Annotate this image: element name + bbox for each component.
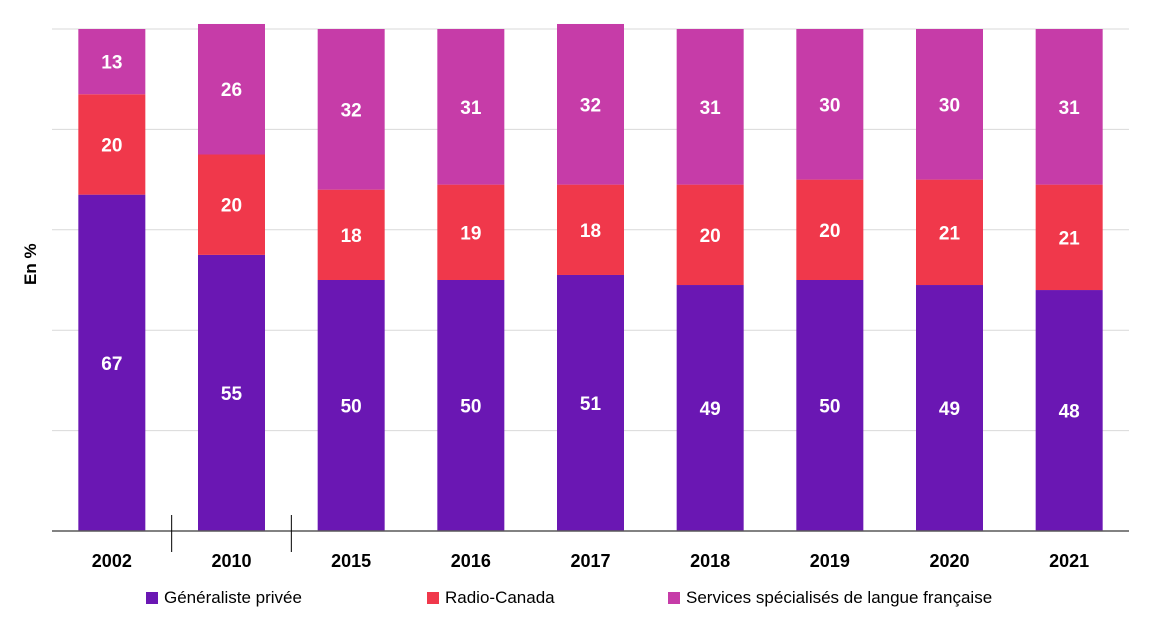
legend-swatch xyxy=(427,592,439,604)
data-label: 51 xyxy=(580,394,602,415)
bars: 67 20 13 55 20 26 50 18 32 50 19 31 51 18 32 49 20 31 50 20… xyxy=(78,23,1103,531)
data-label: 20 xyxy=(221,196,242,217)
bar-segment xyxy=(557,184,624,275)
data-label: 20 xyxy=(819,221,840,242)
bar-segment xyxy=(916,29,983,180)
bar-segment xyxy=(78,29,146,95)
x-tick-label: 2016 xyxy=(451,551,491,571)
data-label: 48 xyxy=(1059,402,1080,423)
bar-segment xyxy=(676,184,744,286)
data-label: 21 xyxy=(1059,228,1081,249)
data-label: 26 xyxy=(221,80,242,101)
bar-segment xyxy=(437,184,505,280)
bar-segment xyxy=(1035,184,1103,291)
x-tick-label: 2020 xyxy=(929,551,969,571)
bar-segment xyxy=(317,29,385,190)
legend-label: Généraliste privée xyxy=(164,588,302,607)
data-label: 31 xyxy=(1059,98,1081,119)
x-axis: 2002 2010 2015 2016 2017 2018 2019 2020 2021 xyxy=(52,515,1129,571)
bar-segment xyxy=(1035,29,1103,185)
legend-item: Généraliste privée xyxy=(146,588,302,608)
data-label: 31 xyxy=(700,98,722,119)
bar-segment xyxy=(557,274,624,531)
bar-segment xyxy=(78,94,146,195)
x-tick-label: 2010 xyxy=(211,551,251,571)
bar-segment xyxy=(317,189,385,280)
data-label: 13 xyxy=(101,53,122,74)
bar-segment xyxy=(676,29,744,185)
x-tick-label: 2019 xyxy=(810,551,850,571)
legend-label: Radio-Canada xyxy=(445,588,555,607)
data-label: 32 xyxy=(580,95,601,116)
data-label: 18 xyxy=(580,221,601,242)
data-label: 49 xyxy=(939,399,960,420)
legend-item: Radio-Canada xyxy=(427,588,555,608)
data-label: 67 xyxy=(101,354,122,375)
data-label: 20 xyxy=(700,226,721,247)
bar-segment xyxy=(78,194,146,531)
x-tick-label: 2002 xyxy=(92,551,132,571)
x-tick-label: 2018 xyxy=(690,551,730,571)
legend-item: Services spécialisés de langue française xyxy=(668,588,992,608)
data-label: 30 xyxy=(819,95,840,116)
data-label: 32 xyxy=(341,100,362,121)
bar-segment xyxy=(916,179,983,286)
bar-segment xyxy=(198,254,265,531)
bar-segment xyxy=(916,285,983,531)
bar-segment xyxy=(437,280,505,531)
y-axis-label: En % xyxy=(21,243,40,285)
data-label: 50 xyxy=(341,397,362,418)
legend-label: Services spécialisés de langue française xyxy=(686,588,993,607)
data-label: 50 xyxy=(819,397,840,418)
data-label: 31 xyxy=(460,98,482,119)
bar-segment xyxy=(796,29,864,180)
bar-segment xyxy=(1035,290,1103,531)
legend-swatch xyxy=(146,592,158,604)
data-label: 18 xyxy=(341,226,362,247)
x-tick-label: 2017 xyxy=(570,551,610,571)
bar-segment xyxy=(796,179,864,280)
data-label: 55 xyxy=(221,384,243,405)
bar-segment xyxy=(317,280,385,531)
bar-segment xyxy=(198,154,265,255)
data-label: 20 xyxy=(101,135,122,156)
data-label: 19 xyxy=(460,223,481,244)
legend-swatch xyxy=(668,592,680,604)
legend: Généraliste privée Radio-Canada Services s… xyxy=(0,588,1149,612)
bar-segment xyxy=(796,280,864,531)
data-label: 21 xyxy=(939,223,961,244)
data-label: 49 xyxy=(700,399,721,420)
x-tick-label: 2015 xyxy=(331,551,371,571)
bar-segment xyxy=(437,29,505,185)
x-tick-label: 2021 xyxy=(1049,551,1089,571)
data-label: 30 xyxy=(939,95,960,116)
bar-segment xyxy=(557,23,624,185)
data-label: 50 xyxy=(460,397,481,418)
bar-segment xyxy=(676,285,744,531)
bar-segment xyxy=(198,23,265,155)
